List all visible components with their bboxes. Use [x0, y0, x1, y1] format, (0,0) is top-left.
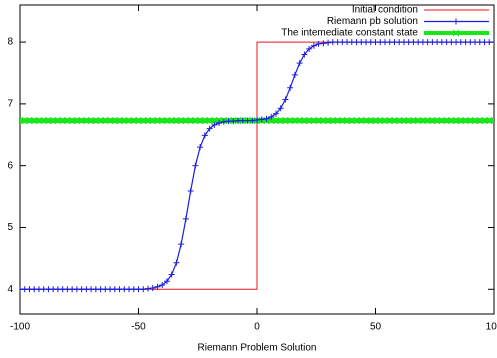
legend-label: Initial condition	[352, 5, 418, 16]
point-marker	[149, 285, 156, 292]
point-marker	[268, 113, 275, 120]
point-marker	[154, 283, 161, 290]
point-marker	[254, 116, 260, 123]
x-axis-label: Riemann Problem Solution	[198, 343, 317, 354]
point-marker	[320, 40, 327, 47]
legend-label: The intemediate constant state	[281, 28, 418, 39]
point-marker	[306, 45, 313, 52]
point-marker	[263, 115, 270, 122]
x-tick-label: 50	[370, 322, 382, 333]
point-marker	[291, 71, 298, 78]
x-tick-label: 0	[254, 322, 260, 333]
point-marker	[168, 271, 175, 278]
y-tick-label: 7	[7, 99, 13, 110]
series-line	[20, 41, 494, 290]
plot-layer	[20, 39, 494, 293]
legend-marker	[453, 18, 459, 25]
point-marker	[192, 162, 199, 169]
point-marker	[211, 121, 218, 128]
point-marker	[182, 215, 189, 222]
point-marker	[140, 286, 147, 293]
point-marker	[173, 259, 180, 266]
point-marker	[277, 105, 284, 112]
point-marker	[491, 39, 494, 46]
point-marker	[216, 120, 223, 127]
x-tick-label: 100	[486, 322, 497, 333]
y-tick-label: 8	[7, 37, 13, 48]
point-marker	[201, 132, 208, 139]
point-marker	[144, 285, 151, 292]
point-marker	[249, 117, 256, 124]
point-marker	[206, 125, 213, 132]
point-marker	[287, 84, 294, 91]
y-tick-label: 6	[7, 160, 13, 171]
point-marker	[178, 241, 185, 248]
legend-marker	[452, 29, 460, 37]
point-marker	[230, 118, 237, 125]
point-marker	[187, 188, 194, 195]
point-marker	[258, 116, 265, 123]
x-tick-label: -100	[10, 322, 30, 333]
x-tick-label: -50	[131, 322, 146, 333]
point-marker	[272, 110, 279, 117]
legend-label: Riemann pb solution	[327, 16, 418, 27]
point-marker	[296, 60, 303, 67]
y-tick-label: 4	[7, 284, 13, 295]
y-tick-label: 5	[7, 222, 13, 233]
point-marker	[197, 144, 204, 151]
point-marker	[282, 96, 289, 103]
point-marker	[301, 51, 308, 58]
point-marker	[315, 40, 322, 47]
point-marker	[325, 39, 332, 46]
point-marker	[163, 278, 170, 285]
point-marker	[220, 118, 227, 125]
point-marker	[310, 42, 317, 49]
point-marker	[159, 281, 166, 288]
point-marker	[490, 117, 494, 125]
